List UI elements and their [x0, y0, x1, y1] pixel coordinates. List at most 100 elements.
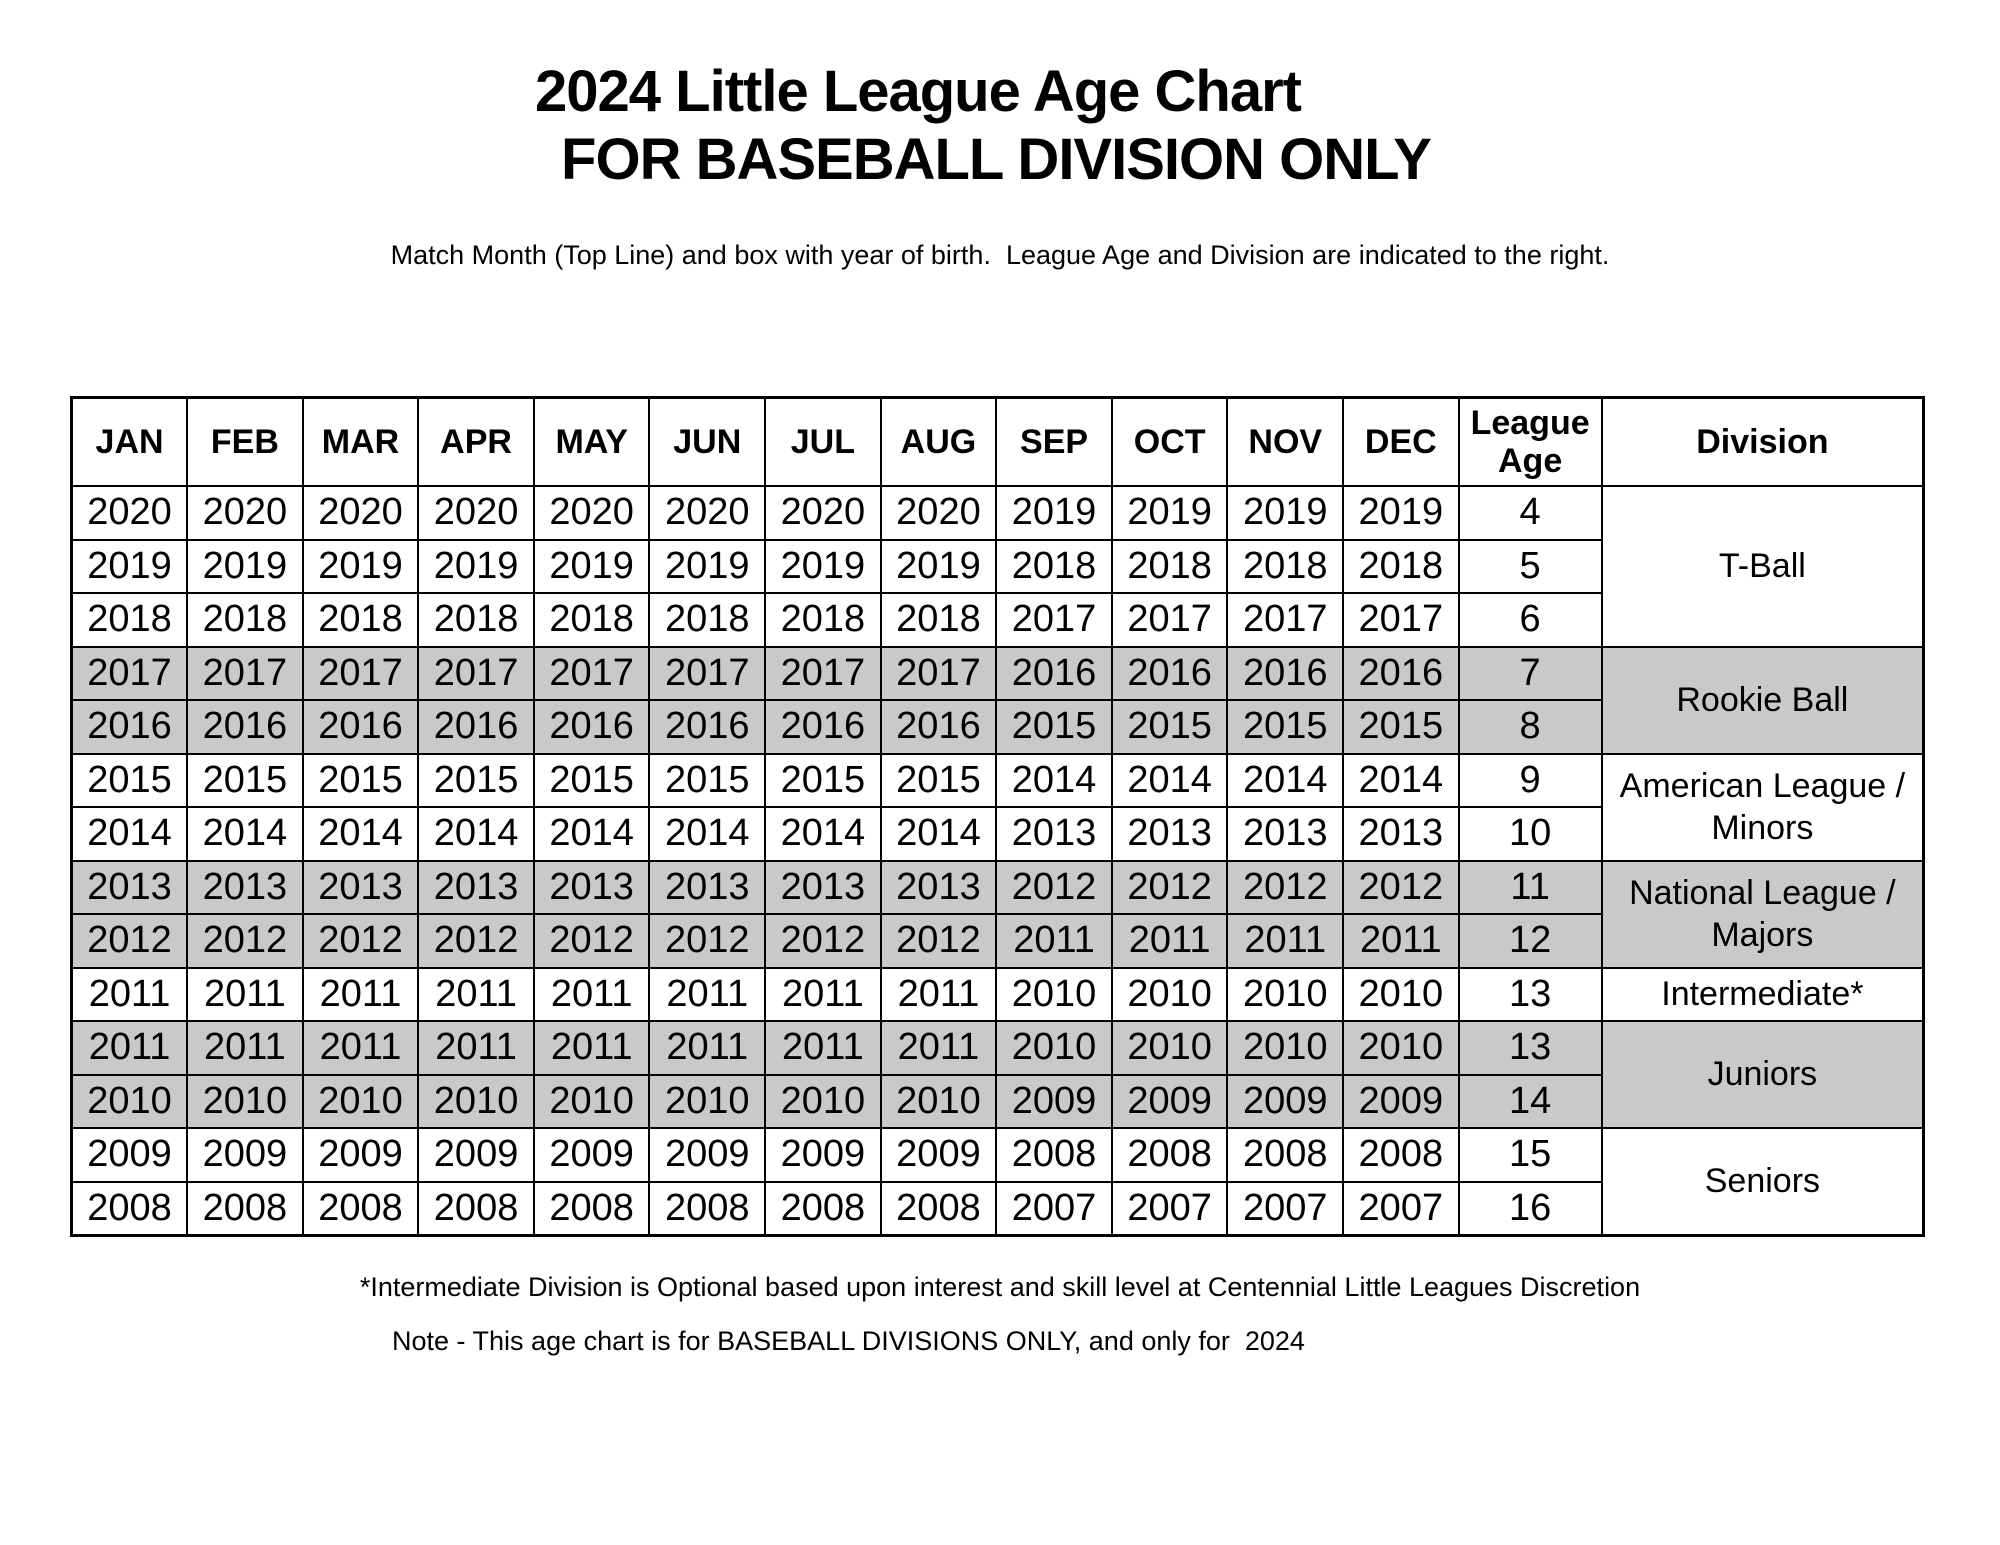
month-header-oct: OCT: [1110, 396, 1229, 487]
division-cell-national-league-majors: National League / Majors: [1600, 859, 1925, 969]
year-cell: 2008: [648, 1180, 767, 1237]
year-cell: 2013: [764, 859, 882, 915]
table-row: 2012 2012 2012 2012 2012 2012 2012 2012 2011 2011…: [70, 913, 1924, 969]
year-cell: 2010: [1342, 1020, 1460, 1076]
year-cell: 2008: [1226, 1127, 1345, 1183]
year-cell: 2018: [879, 592, 998, 648]
year-cell: 2019: [648, 538, 767, 594]
year-cell: 2010: [995, 966, 1113, 1022]
year-cell: 2020: [417, 485, 535, 541]
year-cell: 2018: [532, 592, 651, 648]
year-cell: 2009: [764, 1127, 882, 1183]
year-cell: 2015: [879, 752, 998, 808]
table-row: 2008 2008 2008 2008 2008 2008 2008 2008 2007 2007…: [70, 1180, 1924, 1237]
year-cell: 2011: [301, 1020, 420, 1076]
year-cell: 2016: [301, 699, 420, 755]
year-cell: 2016: [417, 699, 535, 755]
year-cell: 2011: [70, 966, 189, 1022]
year-cell: 2020: [186, 485, 304, 541]
year-cell: 2011: [879, 1020, 998, 1076]
month-header-apr: APR: [417, 396, 535, 487]
month-header-may: MAY: [532, 396, 651, 487]
year-cell: 2017: [186, 645, 304, 701]
table-row: 2020 2020 2020 2020 2020 2020 2020 2020 2019 2019…: [70, 485, 1925, 648]
year-cell: 2014: [879, 806, 998, 862]
year-cell: 2009: [417, 1127, 535, 1183]
year-cell: 2010: [648, 1073, 767, 1129]
year-cell: 2019: [879, 538, 998, 594]
year-cell: 2015: [764, 752, 882, 808]
year-cell: 2009: [1110, 1073, 1229, 1129]
year-cell: 2020: [301, 485, 420, 541]
year-cell: 2008: [70, 1180, 189, 1237]
league-age-cell: 11: [1457, 859, 1603, 915]
year-cell: 2008: [417, 1180, 535, 1237]
month-header-feb: FEB: [186, 396, 304, 487]
year-cell: 2011: [648, 1020, 767, 1076]
year-cell: 2017: [648, 645, 767, 701]
year-cell: 2007: [1342, 1180, 1460, 1237]
league-age-cell: 14: [1457, 1073, 1603, 1129]
year-cell: 2009: [532, 1127, 651, 1183]
league-age-cell: 13: [1457, 1020, 1603, 1076]
year-cell: 2010: [1226, 1020, 1345, 1076]
year-cell: 2013: [879, 859, 998, 915]
year-cell: 2016: [1226, 645, 1345, 701]
year-cell: 2012: [1226, 859, 1345, 915]
year-cell: 2017: [1110, 592, 1229, 648]
year-cell: 2009: [301, 1127, 420, 1183]
division-cell-rookie-ball: Rookie Ball: [1600, 645, 1925, 755]
year-cell: 2015: [648, 752, 767, 808]
year-cell: 2013: [648, 859, 767, 915]
year-cell: 2011: [995, 913, 1113, 969]
year-cell: 2012: [532, 913, 651, 969]
year-cell: 2007: [995, 1180, 1113, 1237]
division-header: Division: [1600, 396, 1925, 487]
year-cell: 2018: [1226, 538, 1345, 594]
year-cell: 2018: [648, 592, 767, 648]
year-cell: 2010: [1226, 966, 1345, 1022]
table-header-row: JAN FEB MAR APR MAY JUN JUL AUG SEP OCT NOV DEC Leag…: [70, 396, 1925, 487]
year-cell: 2014: [70, 806, 189, 862]
year-cell: 2015: [995, 699, 1113, 755]
year-cell: 2011: [1342, 913, 1460, 969]
year-cell: 2014: [764, 806, 882, 862]
year-cell: 2008: [879, 1180, 998, 1237]
year-cell: 2018: [186, 592, 304, 648]
year-cell: 2020: [648, 485, 767, 541]
year-cell: 2011: [764, 966, 882, 1022]
year-cell: 2008: [532, 1180, 651, 1237]
year-cell: 2010: [879, 1073, 998, 1129]
year-cell: 2017: [1226, 592, 1345, 648]
league-age-cell: 5: [1457, 538, 1603, 594]
year-cell: 2010: [532, 1073, 651, 1129]
year-cell: 2008: [186, 1180, 304, 1237]
year-cell: 2013: [417, 859, 535, 915]
year-cell: 2010: [301, 1073, 420, 1129]
year-cell: 2012: [186, 913, 304, 969]
year-cell: 2011: [764, 1020, 882, 1076]
year-cell: 2019: [1226, 485, 1345, 541]
division-cell-juniors: Juniors: [1600, 1020, 1925, 1129]
year-cell: 2012: [1110, 859, 1229, 915]
year-cell: 2008: [995, 1127, 1113, 1183]
year-cell: 2010: [70, 1073, 189, 1129]
year-cell: 2011: [70, 1020, 189, 1076]
year-cell: 2016: [648, 699, 767, 755]
year-cell: 2013: [532, 859, 651, 915]
year-cell: 2014: [417, 806, 535, 862]
year-cell: 2017: [301, 645, 420, 701]
year-cell: 2010: [417, 1073, 535, 1129]
year-cell: 2017: [70, 645, 189, 701]
table-row: 2019 2019 2019 2019 2019 2019 2019 2019 2018 2018…: [70, 538, 1924, 594]
table-row: 2010 2010 2010 2010 2010 2010 2010 2010 2009 2009…: [70, 1073, 1924, 1129]
league-age-cell: 13: [1457, 966, 1603, 1022]
year-cell: 2012: [879, 913, 998, 969]
year-cell: 2019: [764, 538, 882, 594]
year-cell: 2009: [648, 1127, 767, 1183]
year-cell: 2017: [764, 645, 882, 701]
year-cell: 2020: [532, 485, 651, 541]
year-cell: 2008: [1110, 1127, 1229, 1183]
table-row: 2009 2009 2009 2009 2009 2009 2009 2009 2008 2008…: [70, 1127, 1925, 1237]
